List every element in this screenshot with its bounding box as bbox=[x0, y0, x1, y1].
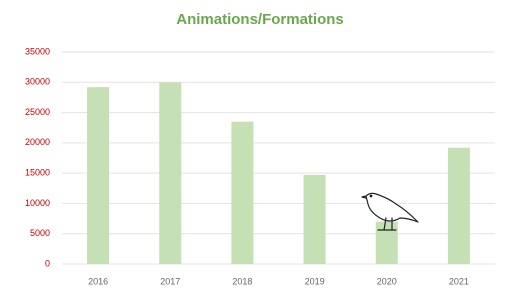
y-tick-label: 10000 bbox=[25, 198, 50, 208]
x-tick-label: 2020 bbox=[377, 276, 397, 286]
bar bbox=[87, 87, 109, 264]
chart-title: Animations/Formations bbox=[176, 11, 344, 28]
x-tick-label: 2017 bbox=[160, 276, 180, 286]
y-tick-label: 0 bbox=[45, 258, 50, 268]
plot: 0 5000 10000 15000 20000 25000 30000 35000 2016 2… bbox=[25, 46, 495, 286]
y-tick-label: 30000 bbox=[25, 77, 50, 87]
x-tick-label: 2018 bbox=[232, 276, 252, 286]
x-tick-label: 2019 bbox=[305, 276, 325, 286]
bar bbox=[448, 148, 470, 264]
bar bbox=[159, 82, 181, 264]
y-tick-label: 20000 bbox=[25, 137, 50, 147]
bar bbox=[304, 175, 326, 264]
x-tick-label: 2021 bbox=[449, 276, 469, 286]
y-tick-label: 35000 bbox=[25, 46, 50, 56]
y-tick-label: 5000 bbox=[30, 228, 50, 238]
bar bbox=[231, 122, 253, 264]
y-tick-label: 25000 bbox=[25, 107, 50, 117]
chart: Animations/Formations 0 5000 10000 15000 200… bbox=[0, 0, 505, 291]
x-tick-label: 2016 bbox=[88, 276, 108, 286]
y-tick-label: 15000 bbox=[25, 168, 50, 178]
bar bbox=[376, 222, 398, 264]
